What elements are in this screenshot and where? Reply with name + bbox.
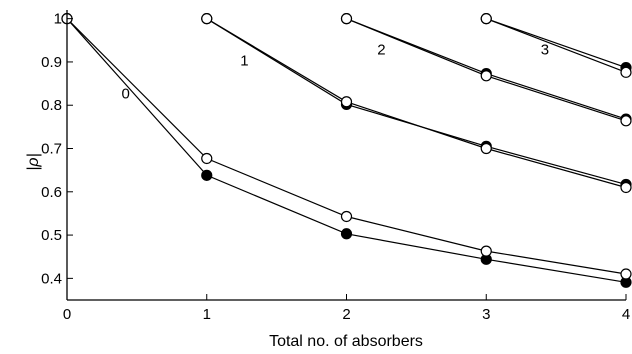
curve-label: 2: [377, 42, 385, 59]
x-tick-label: 2: [342, 306, 350, 323]
y-tick-label: 0.7: [41, 141, 62, 158]
data-point-open: [201, 152, 213, 165]
data-point-open: [620, 268, 632, 280]
data-point-open: [340, 210, 353, 223]
data-point-open: [480, 245, 492, 257]
x-ticks: 0 1 2 3 4: [63, 294, 630, 323]
y-axis-label: |ρ|: [25, 153, 42, 170]
data-point-filled: [201, 169, 213, 181]
x-tick-label: 0: [63, 306, 71, 323]
data-point-filled: [340, 228, 353, 240]
curve-label: 3: [541, 42, 549, 59]
curve-label: 1: [240, 52, 248, 69]
x-tick-label: 4: [622, 306, 630, 323]
y-tick-label: 0.5: [41, 227, 62, 244]
data-point-open: [480, 70, 492, 82]
data-point-open: [340, 13, 353, 25]
curve-label: 0: [122, 86, 130, 103]
y-tick-label: 0.9: [41, 54, 62, 71]
series-line-2: [206, 18, 627, 189]
series-line-6: [486, 18, 627, 73]
data-point-open: [340, 96, 353, 108]
data-point-open: [480, 142, 492, 155]
data-point-open: [480, 13, 492, 25]
curve-labels: 0 1 2 3: [122, 42, 550, 103]
x-axis-label: Total no. of absorbers: [269, 333, 423, 350]
data-point-open: [620, 66, 632, 78]
y-tick-label: 0.6: [41, 184, 62, 201]
y-tick-label: 0.4: [41, 270, 62, 287]
data-point-open: [201, 13, 213, 25]
data-point-open: [620, 181, 632, 194]
x-tick-label: 3: [482, 306, 490, 323]
series-line-7: [486, 18, 627, 69]
series-line-3: [206, 18, 627, 185]
series-markers: [61, 13, 632, 288]
y-tick-label: 1: [54, 11, 62, 28]
x-tick-label: 1: [203, 306, 211, 323]
data-point-open: [620, 115, 632, 127]
y-tick-label: 0.8: [41, 97, 62, 114]
y-ticks: 1 0.9 0.8 0.7 0.6 0.5 0.4: [41, 11, 73, 287]
